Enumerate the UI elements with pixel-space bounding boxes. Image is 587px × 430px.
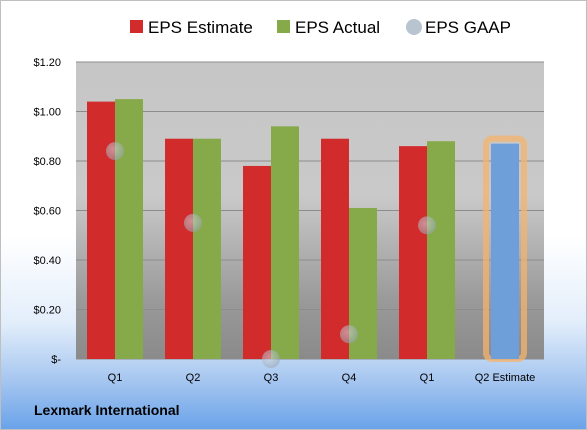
point-eps-gaap (262, 350, 280, 368)
point-eps-gaap (184, 213, 202, 232)
x-tick-label: Q2 (186, 372, 201, 384)
x-tick-label: Q4 (342, 372, 357, 384)
legend-label: EPS GAAP (425, 18, 511, 37)
x-tick-label: Q1 (108, 372, 123, 384)
y-tick-label: $0.20 (33, 305, 61, 317)
y-tick-label: $0.80 (33, 156, 61, 168)
point-eps-gaap (106, 142, 124, 161)
legend-label: EPS Estimate (148, 18, 253, 37)
bar-eps-actual (427, 141, 455, 359)
legend-swatch (406, 19, 422, 35)
x-tick-label: Q1 (420, 372, 435, 384)
legend-label: EPS Actual (295, 18, 380, 37)
legend-swatch (277, 20, 290, 33)
bar-eps-estimate (243, 165, 271, 359)
bar-eps-estimate (399, 146, 427, 359)
bar-eps-actual (193, 138, 221, 359)
y-tick-label: $0.60 (33, 206, 61, 218)
company-name: Lexmark International (34, 402, 180, 418)
y-tick-label: $1.20 (33, 57, 61, 69)
bar-eps-estimate (87, 101, 115, 359)
bar-q2-estimate (491, 143, 519, 359)
legend-swatch (130, 20, 143, 33)
point-eps-gaap (340, 325, 358, 344)
point-eps-gaap (418, 216, 436, 235)
bar-eps-actual (115, 99, 143, 359)
x-tick-label: Q3 (264, 372, 279, 384)
bar-eps-estimate (321, 138, 349, 359)
bar-eps-actual (271, 126, 299, 359)
bar-eps-estimate (165, 138, 193, 359)
y-tick-label: $0.40 (33, 255, 61, 267)
y-tick-label: $1.00 (33, 107, 61, 119)
x-tick-label: Q2 Estimate (475, 372, 536, 384)
y-tick-label: $- (51, 354, 61, 366)
